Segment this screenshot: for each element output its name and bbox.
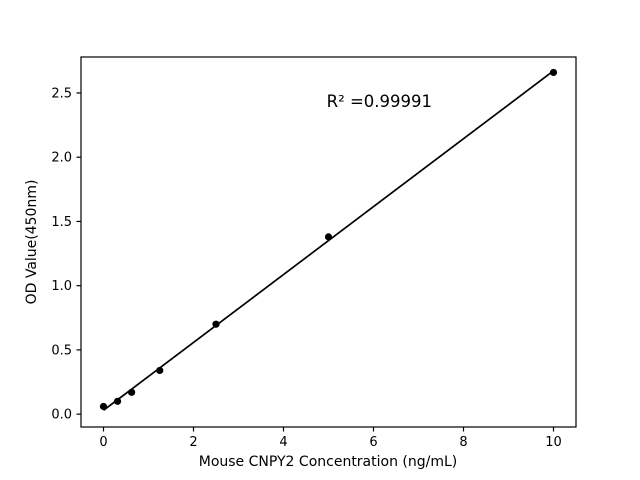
y-tick-label: 1.0: [51, 279, 72, 294]
y-tick-label: 0.5: [51, 343, 72, 358]
axis-ticks: 0 2 4 6 8 10 0.0 0.5 1.0 1.5 2.0 2.5: [51, 86, 561, 450]
data-point: [549, 68, 558, 77]
data-point: [156, 366, 164, 375]
x-tick-label: 0: [99, 435, 107, 450]
x-tick-label: 6: [369, 435, 377, 450]
data-point: [128, 388, 136, 396]
plot-area: [80, 56, 577, 428]
data-point: [113, 397, 122, 405]
data-point: [212, 320, 220, 328]
y-tick-label: 0.0: [51, 408, 72, 423]
x-tick-label: 10: [545, 435, 562, 450]
x-tick-label: 2: [189, 435, 197, 450]
data-point: [324, 233, 333, 241]
data-series: [99, 68, 558, 412]
trend-line: [102, 70, 555, 412]
y-axis-label: OD Value(450nm): [24, 180, 40, 305]
y-tick-label: 2.5: [51, 86, 72, 101]
x-axis-label: Mouse CNPY2 Concentration (ng/mL): [199, 454, 458, 470]
r-squared-annotation: R² =0.99991: [327, 92, 432, 111]
y-tick-label: 1.5: [51, 215, 72, 230]
x-tick-label: 8: [459, 435, 467, 450]
data-point: [99, 402, 108, 411]
x-tick-label: 4: [279, 435, 287, 450]
y-tick-label: 2.0: [51, 151, 72, 166]
